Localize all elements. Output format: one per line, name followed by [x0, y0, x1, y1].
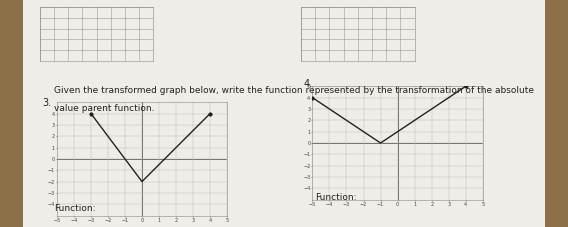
Text: Function:: Function: [315, 193, 357, 202]
Text: 3.: 3. [43, 98, 52, 108]
Text: Function:: Function: [54, 204, 95, 213]
Text: Given the transformed graph below, write the function represented by the transfo: Given the transformed graph below, write… [54, 86, 534, 95]
Text: value parent function.: value parent function. [54, 104, 154, 114]
Text: 4.: 4. [304, 79, 313, 89]
